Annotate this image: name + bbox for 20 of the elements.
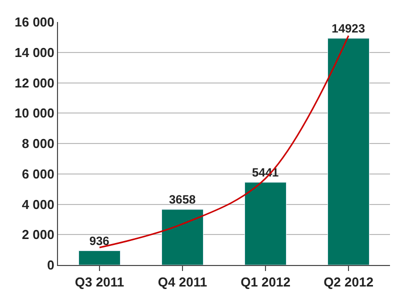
y-tick-label: 0 [47, 258, 54, 273]
y-tick-label: 6 000 [22, 166, 54, 182]
y-tick-label: 4 000 [22, 196, 54, 212]
x-tick-label: Q2 2012 [324, 274, 374, 290]
data-label: 14923 [332, 21, 366, 36]
y-tick-label: 14 000 [14, 44, 54, 60]
x-tick-label: Q3 2011 [74, 274, 124, 290]
y-tick-label: 8 000 [22, 136, 54, 152]
bar [162, 209, 204, 265]
x-tick-label: Q1 2012 [240, 274, 290, 290]
bar [328, 38, 370, 265]
bar [244, 182, 286, 265]
y-tick-label: 12 000 [14, 75, 54, 90]
bar [78, 250, 120, 265]
y-tick-label: 2 000 [22, 227, 54, 242]
y-tick-label: 16 000 [14, 14, 54, 30]
data-label: 936 [89, 234, 110, 248]
y-tick-label: 10 000 [14, 106, 54, 121]
data-label: 3658 [168, 192, 196, 206]
x-tick-label: Q4 2011 [158, 274, 208, 290]
